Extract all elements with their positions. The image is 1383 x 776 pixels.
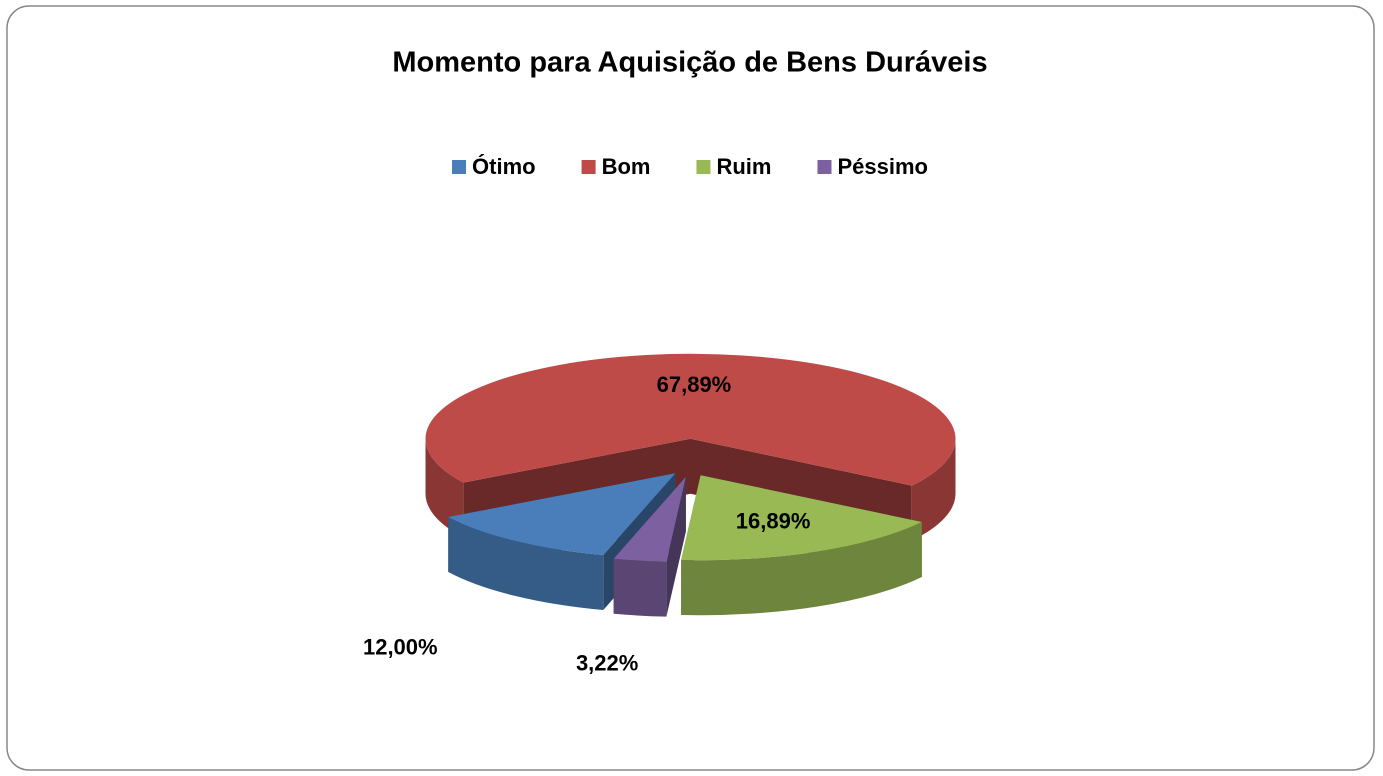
slice-top	[681, 475, 922, 561]
pie: 12,00% 67,89% 16,89% 3,22%	[363, 353, 956, 676]
legend-label: Péssimo	[837, 154, 928, 179]
slice-top	[613, 476, 686, 562]
legend-item: Bom	[581, 154, 651, 179]
data-label: 3,22%	[576, 651, 638, 676]
slice-wall	[425, 438, 464, 538]
data-label: 16,89%	[736, 508, 811, 533]
legend-swatch	[817, 160, 832, 174]
legend-item: Ruim	[696, 154, 771, 179]
legend: Ótimo Bom Ruim Péssimo	[452, 154, 928, 179]
legend-swatch	[452, 160, 467, 174]
legend-item: Péssimo	[817, 154, 928, 179]
legend-swatch	[696, 160, 711, 174]
legend-swatch	[581, 160, 596, 174]
slice-top	[425, 353, 956, 486]
slice-wall	[681, 522, 922, 616]
legend-item: Ótimo	[452, 154, 536, 179]
slice-wall	[613, 558, 667, 617]
legend-label: Ruim	[716, 154, 771, 179]
slice-top	[448, 473, 676, 556]
slice-wall	[448, 517, 604, 611]
chart-title: Momento para Aquisição de Bens Duráveis	[392, 47, 987, 79]
data-label: 67,89%	[657, 372, 732, 397]
slice-wall	[911, 438, 956, 541]
legend-label: Bom	[602, 154, 651, 179]
data-label: 12,00%	[363, 634, 438, 659]
legend-label: Ótimo	[472, 154, 536, 179]
